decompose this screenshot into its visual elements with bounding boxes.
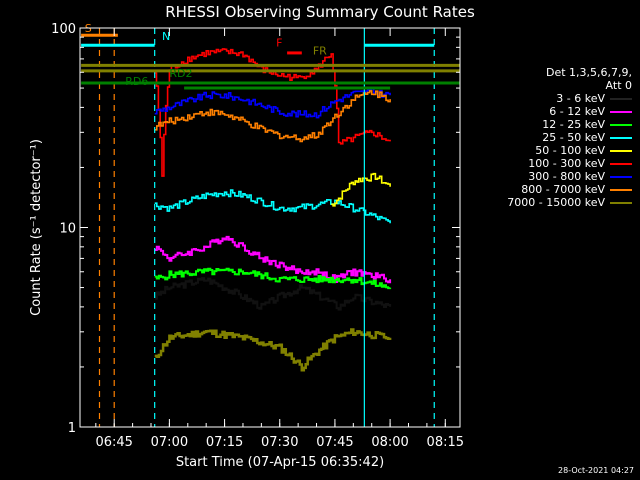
y-axis-label: Count Rate (s⁻¹ detector⁻¹) bbox=[29, 139, 44, 316]
x-tick-label-4: 07:45 bbox=[316, 435, 353, 450]
legend-entry: 12 - 25 keV bbox=[466, 118, 632, 131]
legend-swatch bbox=[610, 162, 632, 165]
legend-entry-label: 12 - 25 keV bbox=[542, 118, 605, 131]
x-tick-label-1: 07:00 bbox=[151, 435, 188, 450]
series-line-6 bbox=[154, 87, 391, 119]
legend-entry: 300 - 800 keV bbox=[466, 170, 632, 183]
legend-swatch bbox=[610, 175, 632, 178]
series-line-4 bbox=[331, 172, 391, 207]
y-tick-label-1: 10 bbox=[59, 222, 76, 237]
x-tick-label-0: 06:45 bbox=[95, 435, 132, 450]
y-tick-label-2: 100 bbox=[51, 22, 76, 37]
annotation-label-0: S bbox=[85, 22, 92, 35]
legend-entry-label: 6 - 12 keV bbox=[549, 105, 605, 118]
legend-swatch bbox=[610, 149, 632, 152]
generated-timestamp: 28-Oct-2021 04:27 bbox=[558, 466, 634, 475]
x-tick-label-2: 07:15 bbox=[206, 435, 243, 450]
legend: Det 1,3,5,6,7,9, Att 0 3 - 6 keV 6 - 12 k… bbox=[466, 66, 632, 209]
legend-entry-label: 25 - 50 keV bbox=[542, 131, 605, 144]
y-tick-label-0: 1 bbox=[68, 421, 76, 436]
series-line-5 bbox=[154, 48, 391, 177]
annotation-label-1: N bbox=[162, 30, 170, 43]
legend-swatch bbox=[610, 188, 632, 191]
series-line-7 bbox=[154, 90, 391, 143]
legend-header-attenuator: Att 0 bbox=[605, 79, 632, 92]
legend-entry: 100 - 300 keV bbox=[466, 157, 632, 170]
legend-entry-label: 7000 - 15000 keV bbox=[507, 196, 605, 209]
annotation-label-4: F bbox=[276, 37, 282, 50]
legend-swatch bbox=[610, 123, 632, 126]
legend-entry: 7000 - 15000 keV bbox=[466, 196, 632, 209]
series-line-3 bbox=[154, 189, 391, 224]
legend-entry-label: 300 - 800 keV bbox=[528, 170, 605, 183]
annotation-label-2: RD6 bbox=[125, 75, 148, 88]
legend-entry-label: 50 - 100 keV bbox=[535, 144, 605, 157]
legend-entry-label: 100 - 300 keV bbox=[528, 157, 605, 170]
legend-entry: 3 - 6 keV bbox=[466, 92, 632, 105]
legend-entry: 50 - 100 keV bbox=[466, 144, 632, 157]
legend-header-detectors: Det 1,3,5,6,7,9, bbox=[545, 66, 632, 79]
legend-swatch bbox=[610, 201, 632, 204]
x-tick-label-6: 08:15 bbox=[427, 435, 464, 450]
legend-entry: 25 - 50 keV bbox=[466, 131, 632, 144]
x-tick-label-3: 07:30 bbox=[261, 435, 298, 450]
legend-swatch bbox=[610, 110, 632, 113]
legend-entry-label: 3 - 6 keV bbox=[556, 92, 605, 105]
series-line-2 bbox=[154, 267, 392, 290]
legend-entry-label: 800 - 7000 keV bbox=[521, 183, 605, 196]
legend-swatch bbox=[610, 97, 632, 100]
annotation-label-3: RD2 bbox=[169, 67, 192, 80]
legend-entry: 6 - 12 keV bbox=[466, 105, 632, 118]
legend-entry: 800 - 7000 keV bbox=[466, 183, 632, 196]
series-line-1 bbox=[154, 235, 392, 284]
x-axis-label: Start Time (07-Apr-15 06:35:42) bbox=[176, 455, 384, 470]
series-line-0 bbox=[154, 277, 392, 311]
series-line-8 bbox=[154, 328, 392, 372]
legend-swatch bbox=[610, 136, 632, 139]
x-tick-label-5: 08:00 bbox=[371, 435, 408, 450]
annotation-label-5: FR bbox=[313, 45, 327, 58]
chart-title: RHESSI Observing Summary Count Rates bbox=[165, 3, 475, 21]
